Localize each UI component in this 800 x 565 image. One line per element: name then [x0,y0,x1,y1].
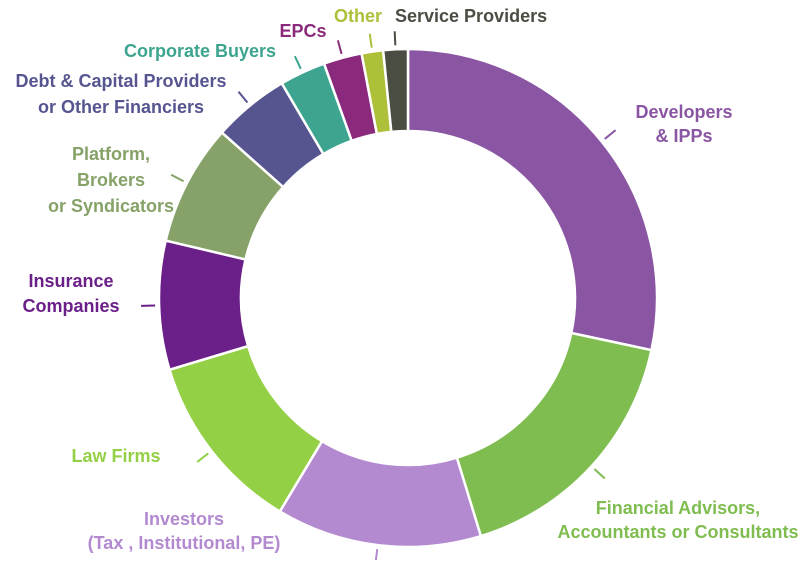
leader-line-investors [376,549,378,560]
leader-line-corporate-buyers [295,56,301,69]
leader-line-financial-advisors [594,469,604,478]
slice-insurance [159,241,248,370]
slice-label-investors: Investors(Tax , Institutional, PE) [88,509,281,553]
leader-line-platform [171,175,183,181]
leader-line-developers [605,130,616,139]
slice-label-financial-advisors: Financial Advisors,Accountants or Consul… [557,498,798,542]
leader-line-epcs [338,40,342,54]
slice-developers [408,49,657,350]
leader-line-law-firms [197,453,208,462]
slice-label-other: Other [334,6,382,26]
slice-label-epcs: EPCs [279,21,326,41]
slice-label-law-firms: Law Firms [71,446,160,466]
slice-label-developers: Developers& IPPs [635,102,732,146]
leader-line-service-providers [395,31,396,45]
leader-line-other [370,34,372,48]
leader-line-debt-capital-providers [239,92,248,103]
slice-label-corporate-buyers: Corporate Buyers [124,41,276,61]
slice-label-service-providers: Service Providers [395,6,547,26]
